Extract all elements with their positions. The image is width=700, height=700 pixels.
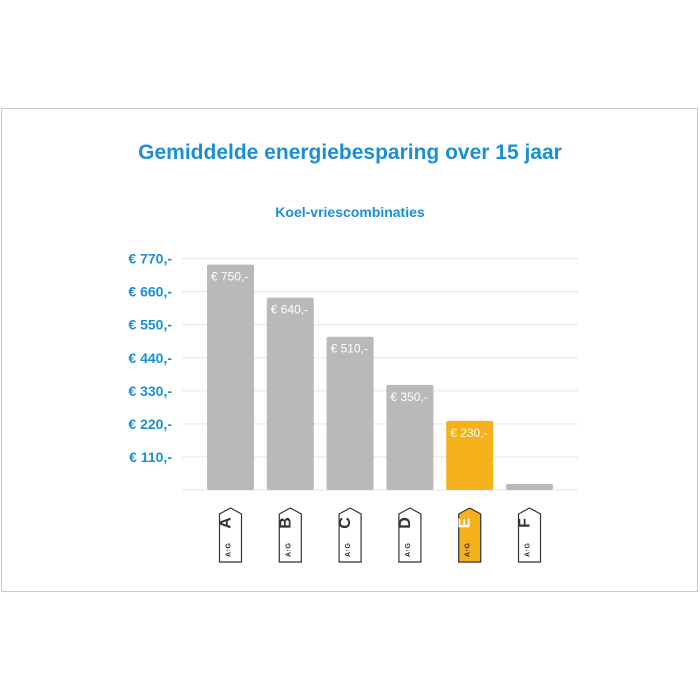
bar-value-label: € 640,- xyxy=(271,303,308,317)
bar-B xyxy=(266,297,314,490)
energy-label-D: D A↑G xyxy=(397,507,422,563)
label-shape xyxy=(458,507,482,563)
label-shape xyxy=(398,507,422,563)
bar-D xyxy=(386,384,434,490)
energy-label-F: F A↑G xyxy=(517,507,542,563)
label-scale: A↑G xyxy=(226,542,233,557)
label-letter: C xyxy=(337,517,354,529)
bar-A xyxy=(207,264,254,490)
bar-C xyxy=(326,336,374,490)
energy-label-E: E A↑G xyxy=(457,507,482,563)
energy-label-C: C A↑G xyxy=(337,507,362,563)
label-scale: A↑G xyxy=(405,542,412,557)
y-tick-label: € 110,- xyxy=(129,449,172,465)
chart-subtitle: Koel-vriescombinaties xyxy=(275,204,425,220)
bar-value-label: € 750,- xyxy=(211,270,248,284)
chart-title: Gemiddelde energiebesparing over 15 jaar xyxy=(138,141,562,164)
label-shape xyxy=(517,507,542,563)
y-tick-label: € 440,- xyxy=(128,350,172,366)
bar-value-label: € 350,- xyxy=(390,390,427,404)
bar-F xyxy=(506,483,553,490)
y-tick-label: € 330,- xyxy=(128,383,172,399)
energy-label-A: A A↑G xyxy=(218,507,243,563)
bar-value-label: € 230,- xyxy=(450,426,487,440)
y-tick-label: € 550,- xyxy=(128,317,172,333)
label-letter: F xyxy=(517,518,534,528)
label-scale: A↑G xyxy=(285,542,292,557)
label-letter: D xyxy=(397,517,414,529)
label-letter: E xyxy=(457,517,474,528)
label-scale: A↑G xyxy=(465,542,472,557)
y-tick-label: € 770,- xyxy=(128,251,172,267)
label-scale: A↑G xyxy=(525,542,532,557)
y-tick-label: € 220,- xyxy=(128,416,172,432)
label-shape xyxy=(278,507,302,563)
bar-E xyxy=(446,420,494,490)
label-letter: A xyxy=(218,517,235,529)
y-tick-label: € 660,- xyxy=(128,284,172,300)
label-scale: A↑G xyxy=(345,542,352,557)
energy-label-B: B A↑G xyxy=(277,507,302,563)
bar-value-label: € 510,- xyxy=(331,342,368,356)
label-shape xyxy=(218,507,243,563)
label-shape xyxy=(338,507,362,563)
label-letter: B xyxy=(277,517,294,529)
